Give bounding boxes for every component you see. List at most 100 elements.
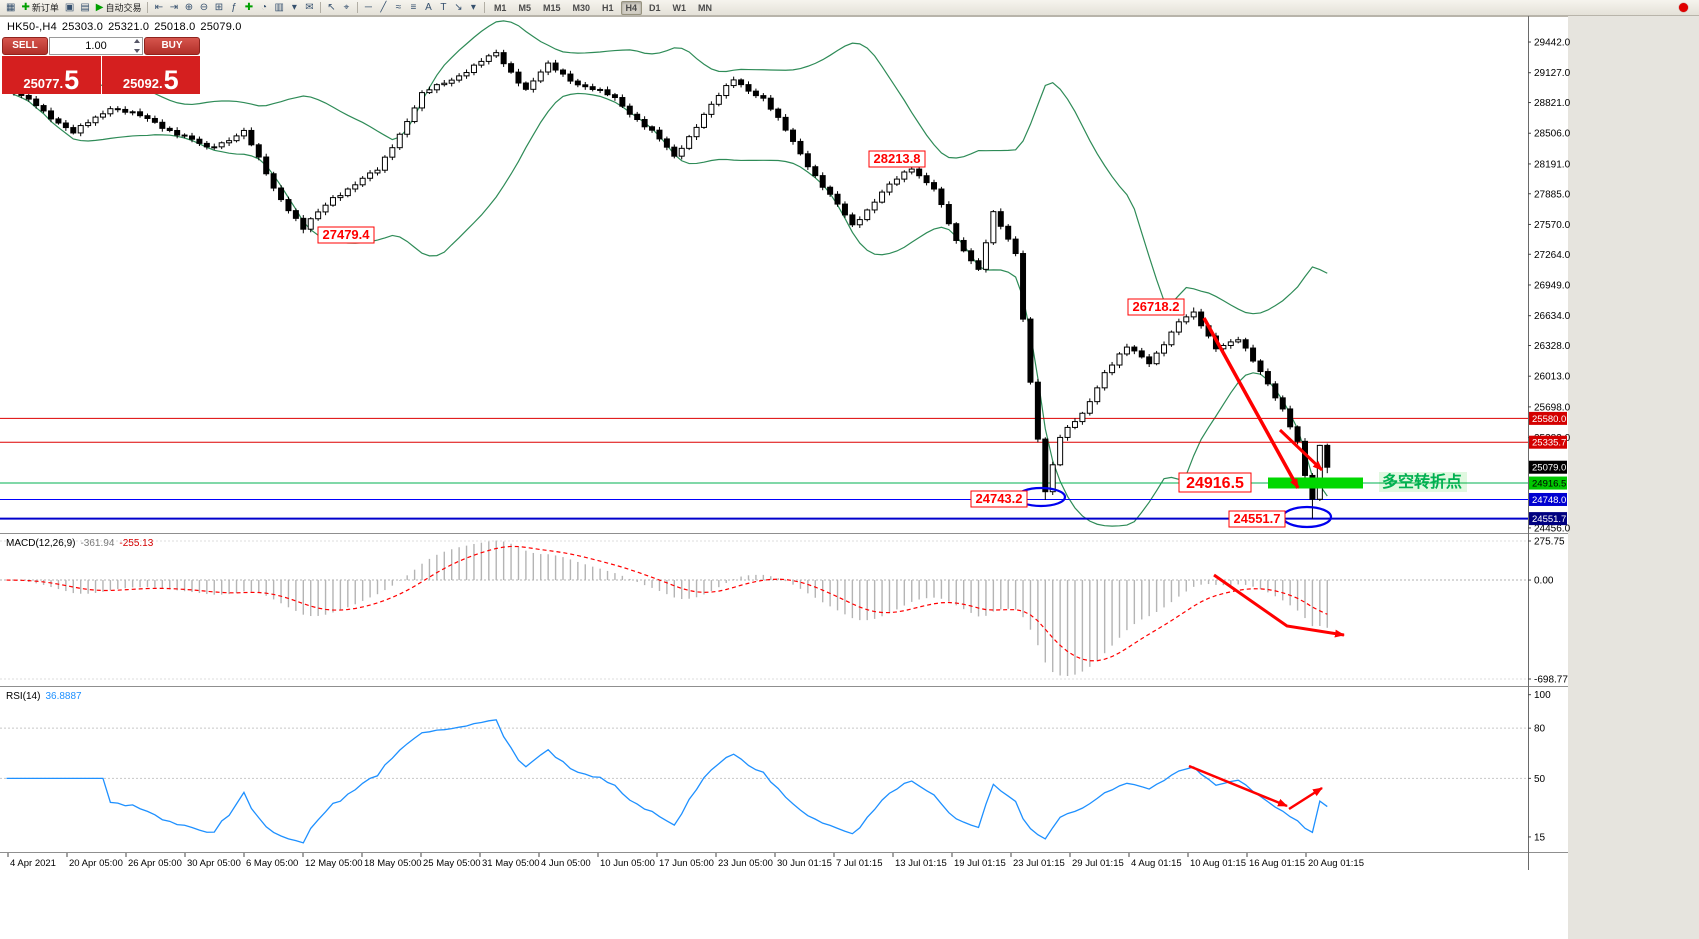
- trend-arrow[interactable]: [1202, 317, 1300, 489]
- price-axis-label: 26634.0: [1534, 311, 1571, 322]
- axis-price-tag: 24748.0: [1529, 492, 1567, 506]
- timeframe-M15[interactable]: M15: [542, 2, 561, 13]
- volume-down-button[interactable]: [134, 49, 140, 53]
- horizontal-line-icon: ─: [364, 1, 372, 13]
- trendline-icon[interactable]: ╱: [376, 1, 391, 15]
- metaeditor-icon: ▣: [64, 1, 75, 13]
- crosshair-icon[interactable]: ⌖: [339, 1, 354, 15]
- price-label-annotation[interactable]: 26718.2: [1127, 298, 1185, 316]
- time-axis-label: 19 Jul 01:15: [954, 858, 1006, 869]
- timeframe-M5[interactable]: M5: [518, 2, 531, 13]
- objects-dropdown-icon: ▾: [470, 1, 476, 13]
- price-label-annotation[interactable]: 24743.2: [970, 490, 1028, 508]
- one-click-trading-panel: SELL 1.00 BUY 25077. 5 25092. 5: [2, 37, 200, 94]
- horizontal-line-icon[interactable]: ─: [361, 1, 376, 15]
- time-axis-label: 13 Jul 01:15: [895, 858, 947, 869]
- axis-price-tag: 24916.5: [1529, 476, 1567, 490]
- volume-up-button[interactable]: [134, 39, 140, 43]
- support-band[interactable]: [1268, 477, 1363, 489]
- chart-area[interactable]: 29442.0 29127.0 28821.0 28506.0 28191.0 27885…: [0, 16, 1699, 939]
- time-axis-label: 6 May 05:00: [246, 858, 298, 869]
- templates-dropdown-icon[interactable]: ▾: [287, 1, 302, 15]
- charts-icon[interactable]: ▦: [3, 1, 18, 15]
- svg-text:24916.5: 24916.5: [1532, 479, 1566, 490]
- svg-text:27479.4: 27479.4: [323, 227, 371, 242]
- fibonacci-icon[interactable]: ≡: [406, 1, 421, 15]
- price-label-annotation[interactable]: 24916.5: [1178, 472, 1252, 493]
- toolbar-separator: [147, 2, 149, 13]
- timeframe-W1[interactable]: W1: [672, 2, 687, 13]
- recording-indicator-icon[interactable]: [1679, 3, 1688, 12]
- chart-annotations: 27479.4 28213.8 26718.2 24743.2 24916.5 24551…: [317, 150, 1467, 529]
- trendline-icon: ╱: [380, 1, 387, 13]
- metaeditor-icon[interactable]: ▣: [62, 1, 77, 15]
- toolbar-separator: [483, 2, 485, 13]
- timeframe-H4[interactable]: H4: [620, 0, 643, 15]
- text-icon[interactable]: A: [421, 1, 436, 15]
- sell-price[interactable]: 25077. 5: [2, 56, 101, 94]
- price-axis-label: 28191.0: [1534, 159, 1571, 170]
- macd-axis-label: -698.77: [1534, 675, 1568, 686]
- indicator-list-icon[interactable]: ƒ: [226, 1, 241, 15]
- text-label-icon: T: [440, 1, 447, 13]
- chart-shift-icon[interactable]: ⇥: [166, 1, 181, 15]
- timeframe-M1[interactable]: M1: [493, 2, 507, 13]
- time-axis-label: 20 Apr 05:00: [69, 858, 123, 869]
- buy-price[interactable]: 25092. 5: [101, 56, 200, 94]
- rsi-axis-label: 15: [1534, 832, 1546, 843]
- axis-price-tag: 24551.7: [1529, 512, 1567, 526]
- zoom-in-icon[interactable]: ⊕: [181, 1, 196, 15]
- note-text[interactable]: 多空转折点: [1382, 472, 1462, 491]
- axis-price-tag: 25580.0: [1529, 411, 1567, 425]
- objects-dropdown-icon[interactable]: ▾: [466, 1, 481, 15]
- buy-button[interactable]: BUY: [144, 37, 200, 55]
- price-label-annotation[interactable]: 24551.7: [1228, 510, 1286, 528]
- timeframe-D1[interactable]: D1: [649, 2, 661, 13]
- time-axis-label: 18 May 05:00: [364, 858, 422, 869]
- time-axis-label: 30 Apr 05:00: [187, 858, 241, 869]
- timeframe-M30[interactable]: M30: [572, 2, 590, 13]
- macd-axis-label: 275.75: [1534, 537, 1565, 548]
- price-axis-label: 29442.0: [1534, 38, 1571, 49]
- time-axis-label: 4 Apr 2021: [10, 858, 56, 869]
- macd-series: [6, 540, 1328, 676]
- cursor-icon[interactable]: ↖: [324, 1, 339, 15]
- period-clock-icon[interactable]: ◔: [256, 1, 271, 15]
- svg-text:26718.2: 26718.2: [1133, 299, 1180, 314]
- price-axis-label: 28821.0: [1534, 98, 1571, 109]
- add-indicator-icon[interactable]: ✚: [241, 1, 256, 15]
- price-axis-label: 27570.0: [1534, 220, 1571, 231]
- charts-icon: ▦: [6, 1, 16, 13]
- autoscroll-icon[interactable]: ⇤: [151, 1, 166, 15]
- time-axis-label: 4 Aug 01:15: [1131, 858, 1182, 869]
- trend-arrow[interactable]: [1278, 428, 1324, 472]
- tile-windows-icon[interactable]: ⊞: [211, 1, 226, 15]
- new-order-button[interactable]: ✚ 新订单: [18, 1, 61, 15]
- templates-icon[interactable]: ▥: [271, 1, 286, 15]
- price-label-annotation[interactable]: 28213.8: [868, 150, 926, 168]
- autotrading-button[interactable]: ▶ 自动交易: [93, 1, 145, 15]
- marketwatch-icon[interactable]: ▤: [77, 1, 92, 15]
- arrow-objects-icon[interactable]: ↘: [451, 1, 466, 15]
- trend-arrow[interactable]: [1188, 764, 1288, 808]
- price-label-annotation[interactable]: 27479.4: [317, 226, 375, 244]
- channel-icon[interactable]: ≈: [391, 1, 406, 15]
- rsi-axis-label: 80: [1534, 724, 1546, 735]
- svg-text:25335.7: 25335.7: [1532, 438, 1566, 449]
- buy-price-prefix: 25092.: [122, 75, 163, 91]
- timeframe-H1[interactable]: H1: [602, 2, 614, 13]
- timeframe-MN[interactable]: MN: [698, 2, 713, 13]
- trend-arrow[interactable]: [1288, 786, 1323, 811]
- mail-icon[interactable]: ✉: [302, 1, 317, 15]
- price-axis-label: 29127.0: [1534, 68, 1571, 79]
- cursor-icon: ↖: [327, 1, 336, 13]
- trend-arrow[interactable]: [1213, 573, 1345, 638]
- time-axis-label: 25 May 05:00: [423, 858, 481, 869]
- price-axis-label: 25698.0: [1534, 402, 1571, 413]
- sell-button[interactable]: SELL: [2, 37, 48, 55]
- volume-input[interactable]: 1.00: [49, 37, 143, 55]
- zoom-out-icon[interactable]: ⊖: [196, 1, 211, 15]
- text-label-icon[interactable]: T: [436, 1, 451, 15]
- text-icon: A: [425, 1, 432, 13]
